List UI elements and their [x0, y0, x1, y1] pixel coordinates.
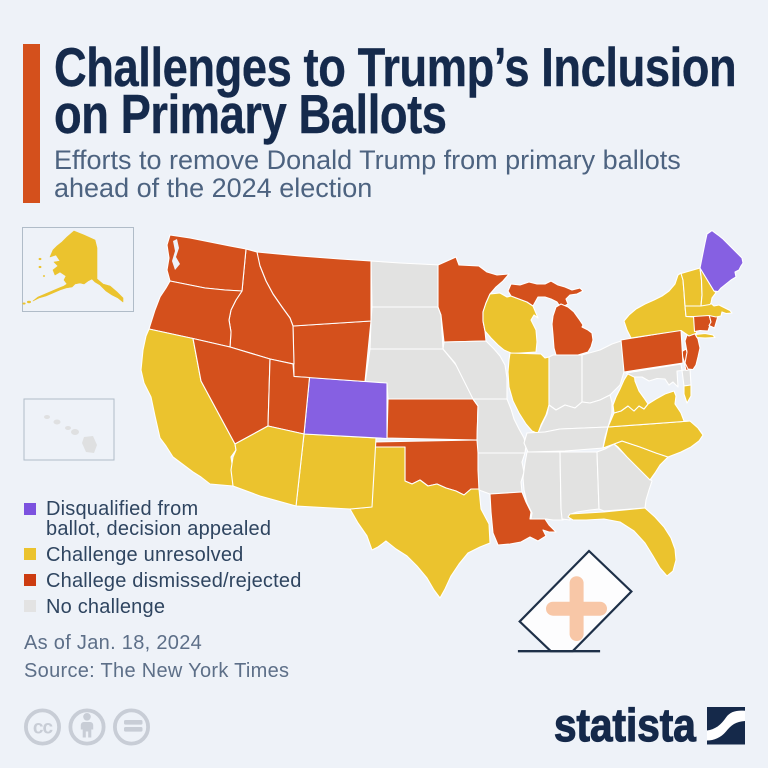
svg-text:cc: cc: [33, 718, 54, 739]
